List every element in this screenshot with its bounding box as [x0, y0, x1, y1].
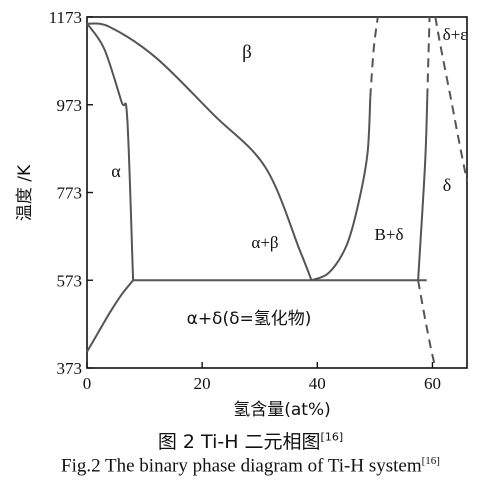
- y-tick-label: 373: [57, 359, 83, 378]
- phase-diagram: 0 20 40 60 373 573 773 973 1173 β α α+β B+δ δ δ+…: [15, 8, 468, 420]
- caption-cn-text: 图 2 Ti-H 二元相图: [157, 431, 321, 453]
- region-label-beta-delta: B+δ: [375, 225, 404, 244]
- region-label-alpha-beta: α+β: [251, 233, 278, 252]
- x-tick-label: 40: [309, 374, 326, 393]
- boundary-beta-delta-right-dashed: [426, 16, 431, 98]
- region-label-alpha: α: [111, 161, 121, 181]
- x-tick-label: 60: [424, 374, 441, 393]
- boundary-delta-epsilon-dashed: [434, 16, 468, 181]
- y-tick-label: 1173: [49, 8, 82, 27]
- caption-en-reference: [16]: [421, 455, 440, 467]
- y-axis-label: 温度 /K: [15, 164, 35, 221]
- x-tick-label: 0: [83, 374, 92, 393]
- y-tick-label: 773: [57, 184, 83, 203]
- boundary-beta-delta-left: [311, 97, 372, 282]
- figure-caption-english: Fig.2 The binary phase diagram of Ti-H s…: [0, 455, 501, 477]
- region-label-beta: β: [242, 42, 252, 63]
- boundary-beta-transus: [86, 22, 313, 281]
- boundary-alpha-low-solvus: [86, 279, 134, 353]
- figure-caption-chinese: 图 2 Ti-H 二元相图[16]: [0, 427, 501, 454]
- region-label-delta: δ: [443, 175, 451, 195]
- phase-boundaries: [86, 16, 468, 369]
- axis-ticks: 0 20 40 60 373 573 773 973 1173: [49, 8, 441, 393]
- caption-en-text: Fig.2 The binary phase diagram of Ti-H s…: [61, 455, 422, 477]
- boundary-delta-lower-dashed: [417, 280, 437, 369]
- caption-cn-reference: [16]: [320, 430, 344, 444]
- y-tick-label: 973: [57, 96, 83, 115]
- boundary-beta-delta-right: [417, 97, 429, 281]
- x-tick-label: 20: [194, 374, 211, 393]
- y-tick-label: 573: [57, 271, 83, 290]
- region-label-alpha-delta: α+δ(δ=氢化物): [187, 309, 312, 329]
- boundary-alpha-solvus: [86, 23, 135, 281]
- region-label-delta-epsilon: δ+ε: [443, 25, 468, 44]
- x-axis-label: 氢含量(at%): [233, 400, 331, 420]
- boundary-beta-delta-left-dashed: [369, 16, 379, 98]
